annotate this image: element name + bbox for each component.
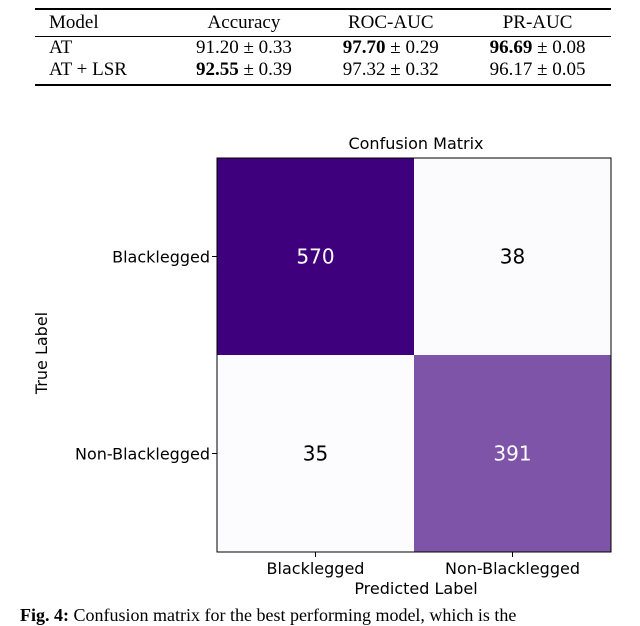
header-accuracy: Accuracy [170, 8, 318, 37]
metric-pm: ± 0.39 [238, 59, 292, 80]
metric-pm: ± 0.08 [532, 37, 586, 58]
metric-value: 97.32 [342, 59, 386, 80]
x-tick-label: Blacklegged [267, 559, 365, 578]
matrix-frame [216, 157, 612, 553]
matrix-cell [217, 158, 414, 355]
caption-label: Fig. 4: [20, 605, 69, 625]
cell-accuracy: 91.20 ± 0.33 [171, 37, 318, 60]
x-axis-label: Predicted Label [354, 579, 477, 598]
cell-accuracy: 92.55 ± 0.39 [170, 59, 318, 86]
table-row: AT + LSR 92.55 ± 0.39 97.32 ± 0.32 96.17… [35, 59, 611, 86]
cell-model: AT [49, 37, 73, 58]
metric-pm: ± 0.33 [238, 37, 292, 58]
metric-pm: ± 0.05 [532, 59, 586, 80]
cell-value-label: 35 [303, 442, 328, 466]
y-tick-label: Blacklegged [112, 248, 210, 267]
table-header-row: Model Accuracy ROC-AUC PR-AUC [35, 8, 611, 37]
cell-pr-auc: 96.17 ± 0.05 [464, 59, 611, 86]
cell-roc-auc: 97.70 ± 0.29 [317, 37, 464, 60]
metric-pm: ± 0.32 [385, 59, 439, 80]
cell-roc-auc: 97.32 ± 0.32 [317, 59, 465, 86]
table-row: AT 91.20 ± 0.33 97.70 ± 0.29 96.69 ± 0.0… [35, 37, 611, 60]
cell-value-label: 38 [500, 245, 525, 269]
cell-model: AT + LSR [35, 59, 171, 86]
results-table: Model Accuracy ROC-AUC PR-AUC AT 91.20 ±… [35, 8, 611, 86]
chart-title: Confusion Matrix [348, 134, 483, 153]
matrix-axes: Blacklegged Blacklegged Non-Blacklegged Non… [75, 157, 612, 578]
y-axis-label: True Label [32, 312, 51, 395]
header-roc-auc: ROC-AUC [317, 8, 465, 37]
cell-pr-auc: 96.69 ± 0.08 [464, 37, 611, 60]
matrix-cell [414, 158, 611, 355]
cell-value-label: 570 [296, 245, 334, 269]
matrix-cell [414, 355, 611, 552]
metric-value-best: 96.69 [489, 37, 533, 58]
header-pr-auc: PR-AUC [464, 8, 611, 37]
metric-value: 91.20 [195, 37, 239, 58]
cell-value-label: 391 [493, 442, 531, 466]
caption-text: Confusion matrix for the best performing… [73, 605, 517, 625]
metric-pm: ± 0.29 [385, 37, 439, 58]
matrix-cell [217, 355, 414, 552]
metric-value: 96.17 [489, 59, 533, 80]
y-tick-label: Non-Blacklegged [75, 445, 210, 464]
matrix-cells: 570 38 35 391 [217, 158, 611, 552]
header-model: Model [35, 8, 171, 37]
figure-caption: Fig. 4: Confusion matrix for the best pe… [20, 605, 516, 626]
metric-value-best: 97.70 [342, 37, 386, 58]
metric-value-best: 92.55 [195, 59, 239, 80]
x-tick-label: Non-Blacklegged [445, 559, 580, 578]
